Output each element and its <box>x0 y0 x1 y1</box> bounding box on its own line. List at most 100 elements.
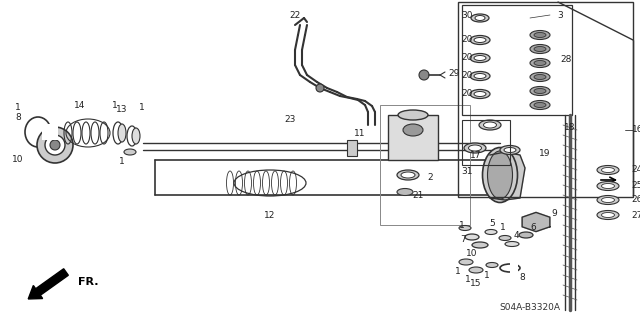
Ellipse shape <box>602 183 614 189</box>
Text: 28: 28 <box>560 56 572 64</box>
Polygon shape <box>522 212 550 232</box>
Text: 2: 2 <box>427 174 433 182</box>
Text: 18: 18 <box>564 122 576 131</box>
Text: 10: 10 <box>467 249 477 258</box>
Ellipse shape <box>403 124 423 136</box>
Ellipse shape <box>597 166 619 174</box>
Ellipse shape <box>602 167 614 173</box>
Bar <box>388 115 438 160</box>
Ellipse shape <box>486 263 498 268</box>
Text: 1: 1 <box>15 103 21 113</box>
Ellipse shape <box>132 128 140 144</box>
Ellipse shape <box>468 145 481 151</box>
Text: 14: 14 <box>74 100 86 109</box>
Text: 8: 8 <box>519 273 525 283</box>
Ellipse shape <box>534 61 546 65</box>
Circle shape <box>419 70 429 80</box>
Text: 12: 12 <box>264 211 276 219</box>
Ellipse shape <box>488 151 513 199</box>
Ellipse shape <box>597 182 619 190</box>
Bar <box>462 5 572 115</box>
Ellipse shape <box>530 44 550 54</box>
Ellipse shape <box>474 38 486 42</box>
Text: 6: 6 <box>530 224 536 233</box>
Ellipse shape <box>470 90 490 99</box>
Text: 15: 15 <box>470 278 482 287</box>
Text: 1: 1 <box>119 158 125 167</box>
Text: 17: 17 <box>470 151 482 160</box>
Text: 25: 25 <box>631 182 640 190</box>
Text: 27: 27 <box>631 211 640 219</box>
Polygon shape <box>490 152 525 200</box>
Text: 20: 20 <box>461 54 473 63</box>
Circle shape <box>50 140 60 150</box>
Ellipse shape <box>499 235 511 241</box>
Ellipse shape <box>504 147 516 152</box>
Text: 5: 5 <box>489 219 495 228</box>
Text: 30: 30 <box>461 11 473 19</box>
Ellipse shape <box>118 124 126 142</box>
Ellipse shape <box>500 145 520 154</box>
Text: 1: 1 <box>112 100 118 109</box>
Text: 1: 1 <box>455 268 461 277</box>
Ellipse shape <box>469 267 483 273</box>
Ellipse shape <box>475 16 485 20</box>
Circle shape <box>45 135 65 155</box>
Ellipse shape <box>401 172 415 178</box>
Bar <box>510 263 518 273</box>
Text: 20: 20 <box>461 71 473 80</box>
Ellipse shape <box>505 241 519 247</box>
Ellipse shape <box>474 92 486 97</box>
Ellipse shape <box>530 100 550 109</box>
Ellipse shape <box>470 35 490 44</box>
Ellipse shape <box>602 197 614 203</box>
Bar <box>462 120 510 165</box>
Ellipse shape <box>483 147 518 203</box>
Text: 11: 11 <box>355 129 365 137</box>
Text: 13: 13 <box>116 106 128 115</box>
Text: 31: 31 <box>461 167 473 176</box>
Ellipse shape <box>470 71 490 80</box>
Text: 1: 1 <box>465 276 471 285</box>
Ellipse shape <box>397 189 413 196</box>
FancyArrow shape <box>28 269 68 299</box>
Ellipse shape <box>519 232 533 238</box>
Text: S04A-B3320A: S04A-B3320A <box>499 303 561 313</box>
Text: 24: 24 <box>632 166 640 174</box>
Ellipse shape <box>474 73 486 78</box>
Text: 26: 26 <box>631 196 640 204</box>
Ellipse shape <box>464 143 486 153</box>
Text: 16: 16 <box>632 125 640 135</box>
Ellipse shape <box>471 14 489 22</box>
Ellipse shape <box>465 234 479 240</box>
Ellipse shape <box>459 259 473 265</box>
Ellipse shape <box>472 242 488 248</box>
Text: 1: 1 <box>484 271 490 280</box>
Ellipse shape <box>534 47 546 51</box>
Ellipse shape <box>597 211 619 219</box>
Ellipse shape <box>483 122 497 128</box>
Bar <box>42 124 58 140</box>
Ellipse shape <box>397 170 419 180</box>
Text: 22: 22 <box>289 11 301 19</box>
Text: 20: 20 <box>461 35 473 44</box>
Text: 7: 7 <box>460 235 466 244</box>
Ellipse shape <box>470 54 490 63</box>
Text: 3: 3 <box>557 11 563 19</box>
Text: 21: 21 <box>412 191 424 201</box>
Text: 29: 29 <box>448 70 460 78</box>
Ellipse shape <box>534 102 546 108</box>
Ellipse shape <box>530 31 550 40</box>
Ellipse shape <box>398 110 428 120</box>
Ellipse shape <box>534 33 546 38</box>
Text: 1: 1 <box>500 224 506 233</box>
Text: 9: 9 <box>551 210 557 219</box>
Ellipse shape <box>534 75 546 79</box>
Ellipse shape <box>530 72 550 81</box>
Ellipse shape <box>479 120 501 130</box>
Text: 23: 23 <box>284 115 296 124</box>
Text: 8: 8 <box>15 113 21 122</box>
Text: 1: 1 <box>459 221 465 231</box>
Text: 19: 19 <box>540 149 551 158</box>
Text: 20: 20 <box>461 90 473 99</box>
